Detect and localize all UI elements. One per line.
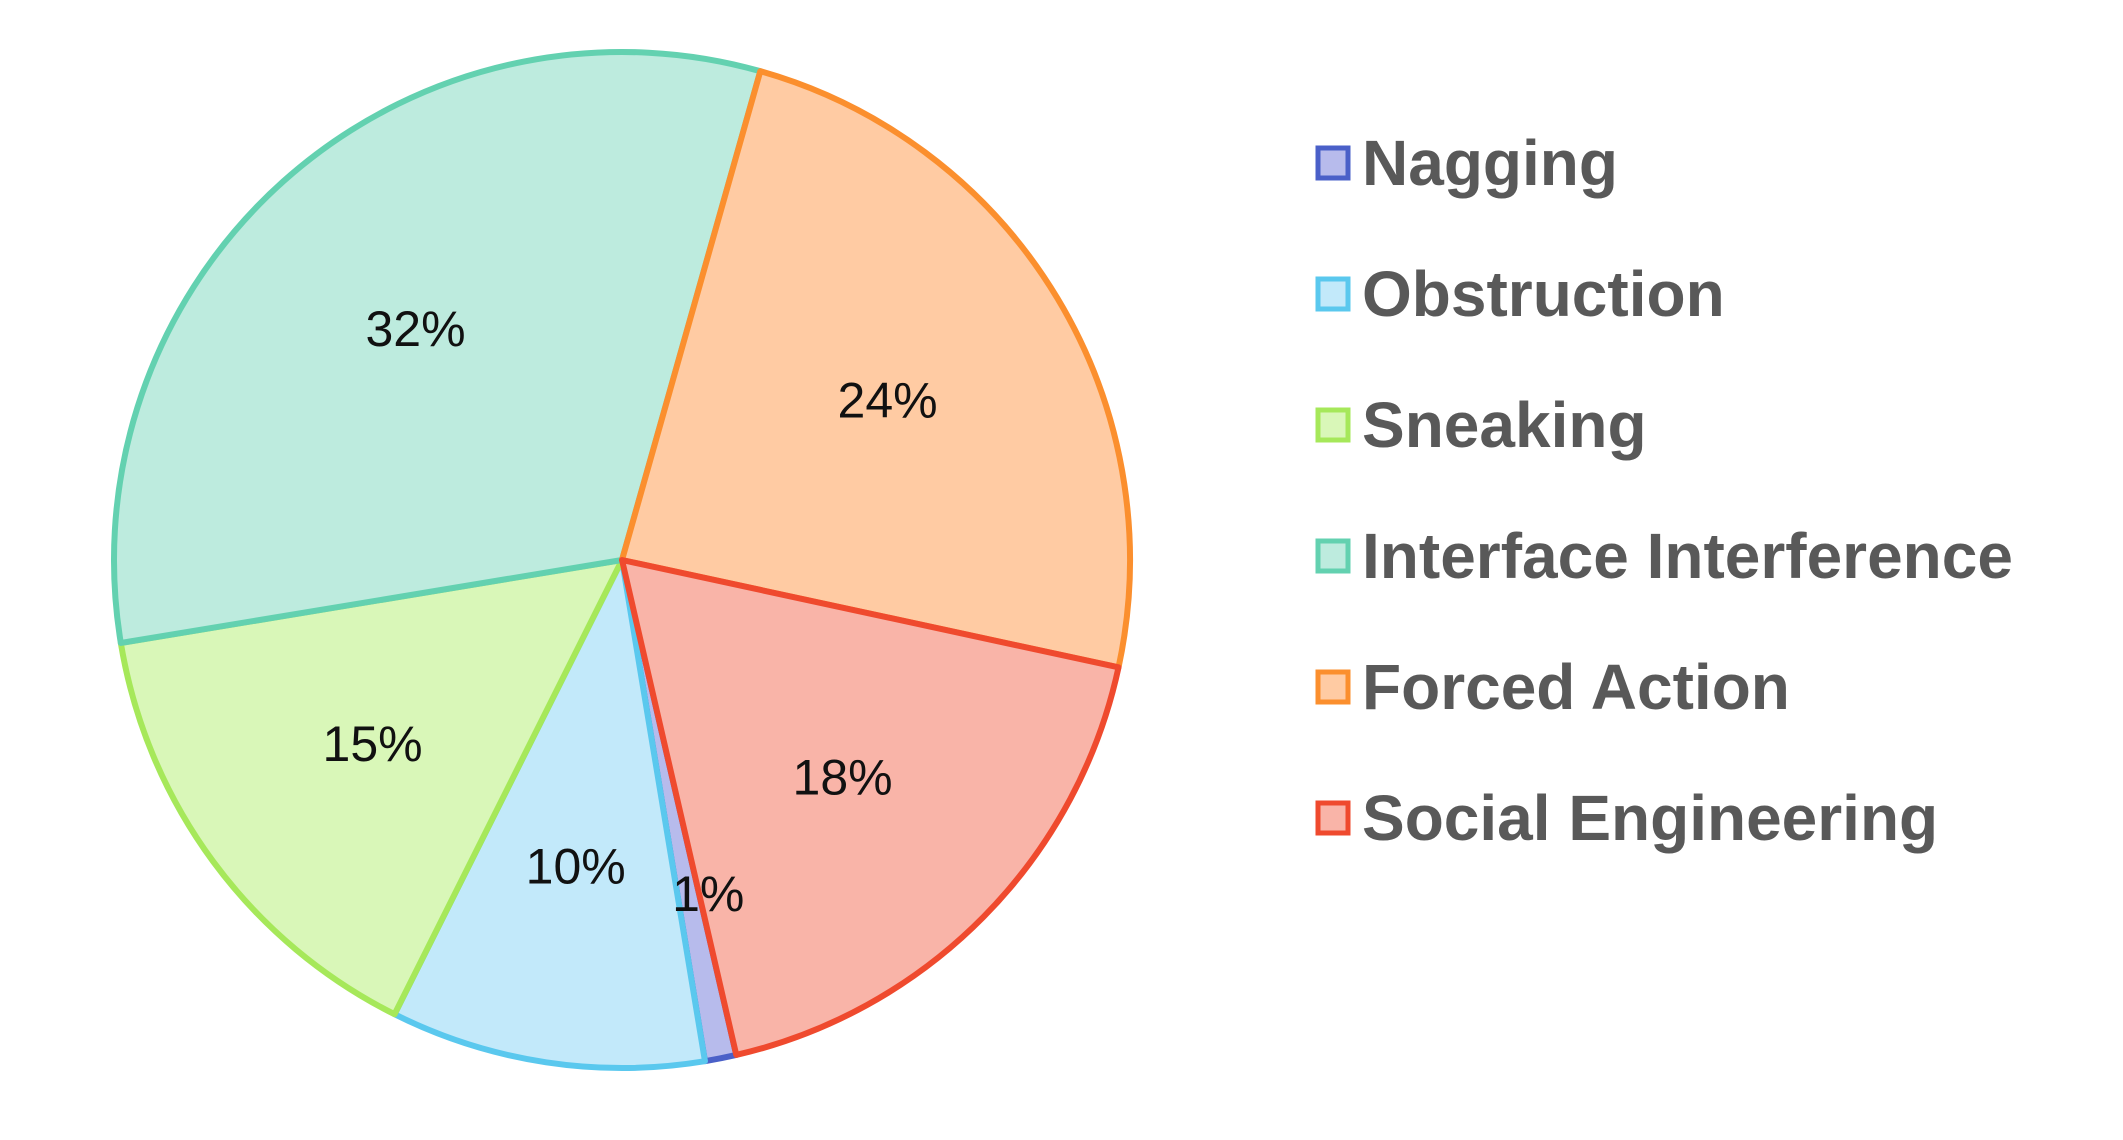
legend-swatch-nagging xyxy=(1315,145,1351,181)
legend-label-social-engineering: Social Engineering xyxy=(1362,782,1938,854)
legend-swatch-interface-interference xyxy=(1315,538,1351,574)
legend-label-nagging: Nagging xyxy=(1362,127,1618,199)
slice-obstruction xyxy=(391,557,708,1071)
value-label-nagging: 1% xyxy=(672,866,744,922)
slice-sneaking xyxy=(117,557,625,1018)
legend-swatch-social-engineering xyxy=(1315,800,1351,836)
slice-forced-action xyxy=(619,68,1133,671)
legend-label-obstruction: Obstruction xyxy=(1362,258,1725,330)
legend-label-sneaking: Sneaking xyxy=(1362,389,1647,461)
value-label-forced-action: 24% xyxy=(838,372,938,428)
value-label-sneaking: 15% xyxy=(323,716,423,772)
pie-slices xyxy=(111,49,1133,1071)
value-label-social-engineering: 18% xyxy=(793,750,893,806)
value-label-obstruction: 10% xyxy=(526,838,626,894)
legend-label-forced-action: Forced Action xyxy=(1362,651,1790,723)
value-label-interface-interference: 32% xyxy=(365,301,465,357)
pie-value-labels: 1% 10% 15% 32% 24% 18% xyxy=(323,301,938,922)
slice-social-engineering xyxy=(619,557,1122,1058)
legend: Nagging Obstruction Sneaking Interface Inte… xyxy=(1315,127,2013,854)
legend-swatch-obstruction xyxy=(1315,276,1351,312)
legend-label-interface-interference: Interface Interference xyxy=(1362,520,2013,592)
legend-swatch-sneaking xyxy=(1315,407,1351,443)
slice-interface-interference xyxy=(111,49,764,646)
legend-swatch-forced-action xyxy=(1315,669,1351,705)
